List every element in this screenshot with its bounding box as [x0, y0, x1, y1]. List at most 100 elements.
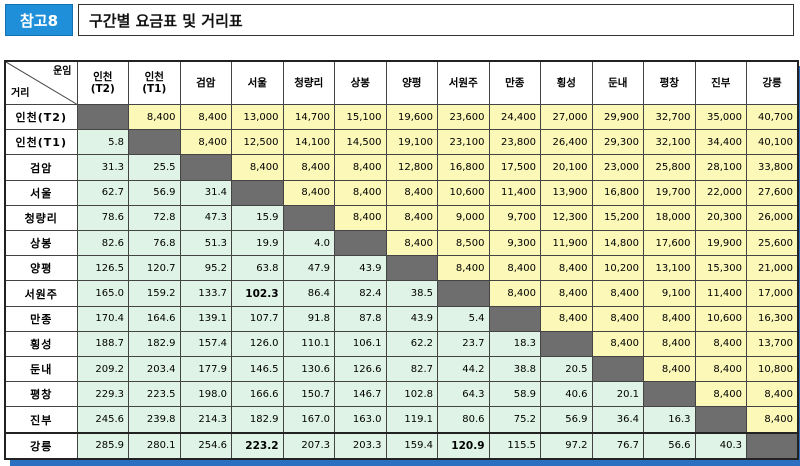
- fare-cell: 22,000: [694, 179, 747, 206]
- distance-cell: 150.7: [282, 381, 335, 408]
- distance-cell: 239.8: [128, 406, 181, 434]
- fare-cell: 8,500: [437, 230, 490, 257]
- distance-cell: 5.8: [76, 129, 129, 156]
- column-header: 둔내: [591, 60, 644, 105]
- fare-cell: 8,400: [385, 204, 438, 232]
- distance-cell: 86.4: [282, 280, 335, 307]
- distance-cell: 56.9: [540, 406, 593, 434]
- fare-cell: 11,900: [540, 230, 593, 257]
- distance-cell: 102.3: [231, 280, 284, 307]
- distance-cell: 40.3: [694, 431, 747, 460]
- header-row: 운임 거리 인천 (T2) 인천 (T1) 검암 서울 청량리 상봉 양평 서원주 만종 횡성 둔내…: [4, 60, 799, 105]
- fare-cell: 8,400: [540, 255, 593, 282]
- distance-cell: 47.9: [282, 255, 335, 282]
- fare-cell: 11,400: [694, 280, 747, 307]
- distance-cell: 159.4: [385, 431, 438, 460]
- fare-cell: 12,500: [231, 129, 284, 156]
- distance-cell: 82.4: [334, 280, 387, 307]
- distance-cell: 44.2: [437, 356, 490, 383]
- distance-cell: 15.9: [231, 204, 284, 232]
- fare-cell: 34,400: [694, 129, 747, 156]
- row-header: 평창: [4, 381, 78, 408]
- fare-cell: 8,400: [231, 154, 284, 181]
- table-row: 청량리 78.6 72.8 47.3 15.9 8,400 8,400 9,000 9,700 1…: [4, 204, 799, 232]
- fare-cell: 33,800: [746, 154, 799, 181]
- fare-cell: 14,500: [334, 129, 387, 156]
- table-row: 검암 31.3 25.5 8,400 8,400 8,400 12,800 16,800 17,…: [4, 154, 799, 181]
- fare-cell: 10,600: [437, 179, 490, 206]
- distance-cell: 72.8: [128, 204, 181, 232]
- fare-cell: 29,300: [591, 129, 644, 156]
- distance-cell: 38.5: [385, 280, 438, 307]
- fare-cell: 12,300: [540, 204, 593, 232]
- diagonal-cell: [385, 255, 438, 282]
- fare-cell: 11,400: [488, 179, 541, 206]
- page-header: 참고8 구간별 요금표 및 거리표: [0, 0, 800, 40]
- distance-cell: 31.4: [179, 179, 232, 206]
- diagonal-cell: [282, 204, 335, 232]
- fare-cell: 19,900: [694, 230, 747, 257]
- row-header: 청량리: [4, 204, 78, 232]
- distance-cell: 165.0: [76, 280, 129, 307]
- diagonal-cell: [643, 381, 696, 408]
- row-header: 인천(T2): [4, 103, 78, 131]
- row-header: 강릉: [4, 431, 78, 460]
- fare-cell: 14,800: [591, 230, 644, 257]
- diagonal-cell: [694, 406, 747, 434]
- distance-cell: 56.6: [643, 431, 696, 460]
- row-header: 진부: [4, 406, 78, 434]
- distance-cell: 76.8: [128, 230, 181, 257]
- table-row: 상봉 82.6 76.8 51.3 19.9 4.0 8,400 8,500 9,300 11,9…: [4, 230, 799, 257]
- fare-cell: 20,300: [694, 204, 747, 232]
- column-header: 서원주: [437, 60, 490, 105]
- column-header: 검암: [179, 60, 232, 105]
- fare-cell: 32,100: [643, 129, 696, 156]
- distance-cell: 166.6: [231, 381, 284, 408]
- distance-cell: 43.9: [385, 305, 438, 332]
- column-header: 인천 (T2): [76, 60, 129, 105]
- fare-cell: 14,700: [282, 103, 335, 131]
- column-header: 양평: [385, 60, 438, 105]
- fare-distance-table: 운임 거리 인천 (T2) 인천 (T1) 검암 서울 청량리 상봉 양평 서원주 만종 횡성 둔내…: [4, 60, 799, 460]
- diagonal-cell: [540, 330, 593, 358]
- column-header: 평창: [643, 60, 696, 105]
- row-header: 서원주: [4, 280, 78, 307]
- distance-cell: 107.7: [231, 305, 284, 332]
- distance-cell: 164.6: [128, 305, 181, 332]
- row-header: 횡성: [4, 330, 78, 358]
- distance-cell: 51.3: [179, 230, 232, 257]
- distance-cell: 82.6: [76, 230, 129, 257]
- fare-cell: 8,400: [694, 330, 747, 358]
- fare-cell: 17,600: [643, 230, 696, 257]
- fare-cell: 8,400: [128, 103, 181, 131]
- diagonal-cell: [437, 280, 490, 307]
- fare-cell: 27,000: [540, 103, 593, 131]
- fare-cell: 8,400: [694, 381, 747, 408]
- table-row: 인천(T1) 5.8 8,400 12,500 14,100 14,500 19,100 23…: [4, 129, 799, 156]
- fare-cell: 16,800: [437, 154, 490, 181]
- fare-cell: 24,400: [488, 103, 541, 131]
- distance-cell: 106.1: [334, 330, 387, 358]
- table-body: 인천(T2) 8,400 8,400 13,000 14,700 15,100 19,600…: [4, 103, 799, 460]
- fare-cell: 23,100: [437, 129, 490, 156]
- distance-cell: 80.6: [437, 406, 490, 434]
- fare-cell: 25,800: [643, 154, 696, 181]
- fare-cell: 10,200: [591, 255, 644, 282]
- distance-cell: 120.7: [128, 255, 181, 282]
- diagonal-cell: [128, 129, 181, 156]
- fare-cell: 26,000: [746, 204, 799, 232]
- fare-cell: 8,400: [643, 356, 696, 383]
- corner-fare-label: 운임: [53, 66, 72, 77]
- table-row: 인천(T2) 8,400 8,400 13,000 14,700 15,100 19,600…: [4, 103, 799, 131]
- fare-cell: 15,100: [334, 103, 387, 131]
- fare-cell: 8,400: [334, 154, 387, 181]
- fare-cell: 25,600: [746, 230, 799, 257]
- fare-cell: 27,600: [746, 179, 799, 206]
- fare-cell: 9,300: [488, 230, 541, 257]
- fare-cell: 19,100: [385, 129, 438, 156]
- distance-cell: 20.5: [540, 356, 593, 383]
- distance-cell: 62.7: [76, 179, 129, 206]
- row-header: 둔내: [4, 356, 78, 383]
- distance-cell: 63.8: [231, 255, 284, 282]
- reference-tag: 참고8: [5, 4, 73, 36]
